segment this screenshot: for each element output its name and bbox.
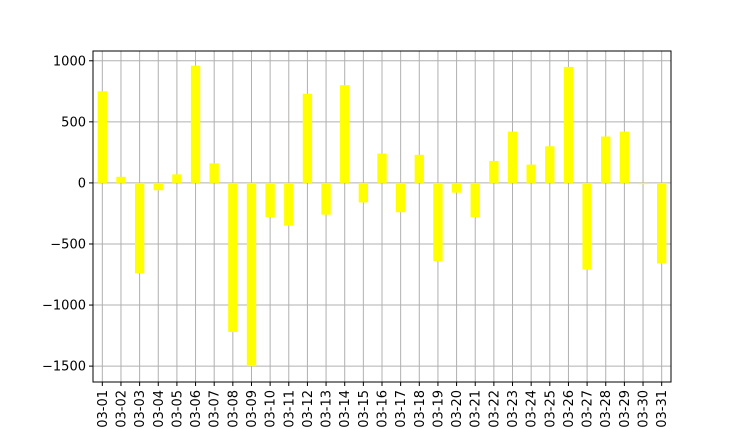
x-tick-label: 03-02	[114, 390, 129, 428]
bar-03-01	[97, 91, 107, 183]
bar-03-18	[414, 154, 424, 183]
bar-03-06	[190, 65, 201, 183]
bar-03-25	[545, 146, 555, 183]
x-tick-label: 03-24	[525, 390, 540, 428]
bar-03-29	[619, 131, 630, 183]
x-tick-label: 03-08	[226, 390, 241, 428]
bar-03-16	[377, 153, 387, 183]
x-tick-label: 03-23	[506, 390, 521, 428]
x-tick-label: 03-19	[431, 390, 446, 428]
x-tick-label: 03-09	[245, 390, 260, 428]
y-tick-label: 1000	[53, 54, 86, 69]
bar-03-17	[395, 182, 406, 213]
bar-03-10	[265, 182, 275, 218]
bar-03-15	[358, 182, 369, 203]
bar-03-04	[153, 182, 163, 191]
x-tick-label: 03-03	[133, 390, 148, 428]
x-tick-label: 03-20	[450, 390, 465, 428]
x-tick-label: 03-30	[637, 390, 652, 428]
bar-03-24	[526, 164, 536, 183]
x-tick-label: 03-28	[599, 390, 614, 428]
x-tick-label: 03-22	[487, 390, 502, 428]
x-tick-label: 03-04	[152, 390, 167, 428]
bar-03-08	[228, 182, 238, 332]
x-axis: 03-01 03-02 03-03 03-04 03-05 03-06 03-07 03-08…	[96, 382, 670, 428]
bar-03-22	[489, 160, 499, 183]
x-tick-label: 03-07	[208, 390, 223, 428]
bar-03-26	[563, 66, 574, 183]
x-tick-label: 03-27	[581, 390, 596, 428]
x-tick-label: 03-11	[282, 390, 297, 428]
x-tick-label: 03-26	[562, 390, 577, 428]
bar-03-05	[172, 174, 182, 183]
bar-03-11	[284, 182, 294, 226]
bar-series	[97, 65, 667, 367]
y-tick-label: −500	[50, 237, 86, 252]
y-tick-label: 0	[78, 176, 86, 191]
bar-03-03	[134, 182, 145, 274]
y-tick-label: −1500	[42, 360, 86, 375]
x-tick-label: 03-16	[376, 390, 391, 428]
x-tick-label: 03-25	[543, 390, 558, 428]
bar-03-31	[657, 182, 667, 264]
bar-03-13	[321, 182, 331, 215]
y-tick-label: 500	[61, 115, 86, 130]
bar-03-21	[470, 182, 480, 218]
y-axis: 1000 500 0 −500 −1000 −1500	[42, 54, 93, 375]
bar-03-02	[116, 176, 126, 183]
bar-03-12	[302, 93, 313, 183]
bar-03-30	[638, 182, 648, 185]
bar-03-07	[209, 163, 219, 183]
bar-03-09	[246, 182, 257, 367]
x-tick-label: 03-29	[618, 390, 633, 428]
x-tick-label: 03-15	[357, 390, 372, 428]
y-tick-label: −1000	[42, 299, 86, 314]
x-tick-label: 03-01	[96, 390, 111, 428]
x-tick-label: 03-12	[301, 390, 316, 428]
x-tick-label: 03-14	[338, 390, 353, 428]
bar-03-20	[451, 182, 462, 193]
bar-03-27	[582, 182, 592, 270]
x-tick-label: 03-21	[469, 390, 484, 428]
x-tick-label: 03-31	[655, 390, 670, 428]
x-tick-label: 03-18	[413, 390, 428, 428]
x-tick-label: 03-06	[189, 390, 204, 428]
bar-03-14	[340, 85, 350, 183]
x-tick-label: 03-17	[394, 390, 409, 428]
x-tick-label: 03-05	[170, 390, 185, 428]
bar-03-23	[507, 131, 518, 183]
x-tick-label: 03-13	[320, 390, 335, 428]
bar-03-28	[601, 136, 611, 183]
bar-03-19	[433, 182, 443, 262]
x-tick-label: 03-10	[264, 390, 279, 428]
